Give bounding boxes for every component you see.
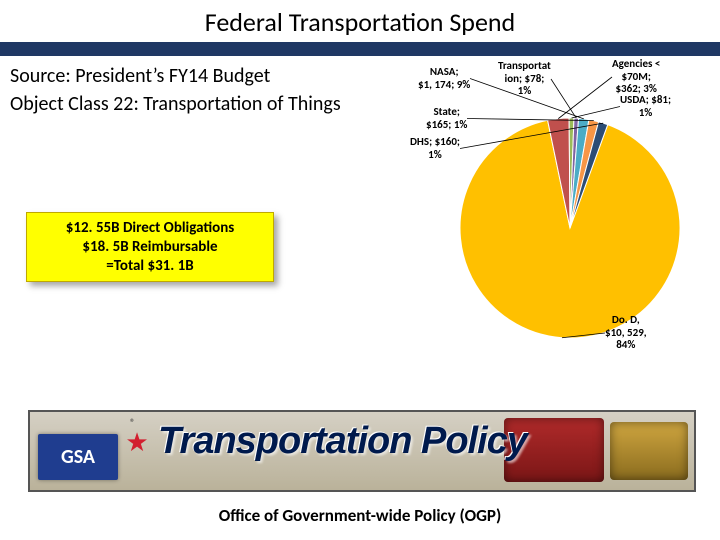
pie-label-state: State; $165; 1% (426, 106, 467, 131)
leader-line (551, 79, 576, 118)
pie-label-agencies-70m: Agencies < $70M; $362; 3% (612, 58, 660, 96)
footer-text: Office of Government-wide Policy (OGP) (0, 505, 720, 526)
source-line-2: Object Class 22: Transportation of Thing… (10, 92, 370, 117)
callout-box: $12. 55B Direct Obligations $18. 5B Reim… (26, 212, 274, 282)
source-line-1: Source: President’s FY14 Budget (10, 64, 270, 88)
title-bar (0, 42, 720, 56)
leader-line (572, 107, 620, 119)
pie-label-dod: Do. D, $10, 529, 84% (605, 314, 647, 352)
callout-line-3: =Total $31. 1B (31, 257, 269, 276)
pie-label-dhs: DHS; $160; 1% (410, 136, 460, 161)
gsa-logo: GSA (38, 434, 118, 480)
callout-line-1: $12. 55B Direct Obligations (31, 219, 269, 238)
banner-title: Transportation Policy (158, 420, 527, 463)
slide: Federal Transportation Spend Source: Pre… (0, 0, 720, 540)
callout-line-2: $18. 5B Reimbursable (31, 238, 269, 257)
pie-label-nasa: NASA; $1, 174; 9% (418, 66, 470, 91)
pie-label-usda: USDA; $81; 1% (620, 94, 671, 119)
pie-label-transportation: Transportat ion; $78; 1% (498, 60, 551, 98)
page-title: Federal Transportation Spend (0, 6, 720, 38)
star-icon: ★ (122, 426, 152, 456)
truck-image-2 (610, 422, 688, 480)
pie-chart: Do. D, $10, 529, 84% Agencies < $70M; $36… (370, 58, 710, 378)
banner: ® GSA ★ Transportation Policy (28, 410, 696, 492)
